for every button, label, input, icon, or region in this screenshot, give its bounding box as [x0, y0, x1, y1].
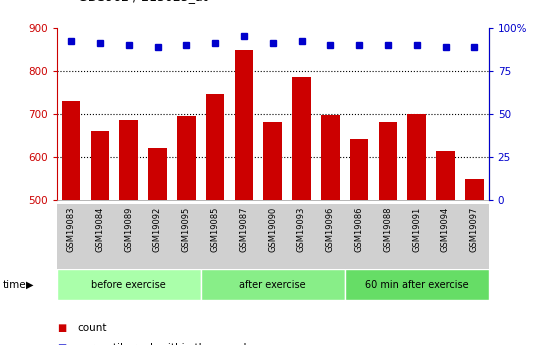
Text: percentile rank within the sample: percentile rank within the sample: [77, 344, 253, 345]
Bar: [465, 179, 484, 200]
Text: GSM19086: GSM19086: [355, 207, 363, 252]
Text: ▶: ▶: [26, 280, 33, 289]
Bar: [91, 131, 109, 200]
Text: GSM19083: GSM19083: [66, 207, 76, 252]
Bar: [206, 95, 225, 200]
Bar: [264, 122, 282, 200]
Text: time: time: [3, 280, 26, 289]
Text: ■: ■: [57, 323, 66, 333]
Text: after exercise: after exercise: [239, 280, 306, 289]
Bar: [379, 122, 397, 200]
Text: GSM19084: GSM19084: [96, 207, 104, 252]
Bar: [201, 269, 345, 300]
Text: GSM19089: GSM19089: [124, 207, 133, 252]
Bar: [350, 139, 368, 200]
Bar: [234, 50, 253, 200]
Text: ■: ■: [57, 344, 66, 345]
Bar: [292, 77, 311, 200]
Text: GDS962 / 213025_at: GDS962 / 213025_at: [78, 0, 208, 3]
Text: before exercise: before exercise: [91, 280, 166, 289]
Text: GSM19091: GSM19091: [412, 207, 421, 252]
Bar: [177, 116, 195, 200]
Text: GSM19097: GSM19097: [470, 207, 479, 252]
Bar: [119, 120, 138, 200]
Bar: [62, 101, 80, 200]
Text: GSM19087: GSM19087: [239, 207, 248, 252]
Text: 60 min after exercise: 60 min after exercise: [365, 280, 469, 289]
Bar: [321, 115, 340, 200]
Text: GSM19094: GSM19094: [441, 207, 450, 252]
Text: GSM19096: GSM19096: [326, 207, 335, 252]
Text: count: count: [77, 323, 107, 333]
Text: GSM19088: GSM19088: [383, 207, 393, 252]
Text: GSM19090: GSM19090: [268, 207, 277, 252]
Bar: [407, 114, 426, 200]
Text: GSM19085: GSM19085: [211, 207, 220, 252]
Bar: [436, 150, 455, 200]
Bar: [57, 269, 201, 300]
Text: GSM19095: GSM19095: [182, 207, 191, 252]
Text: GSM19092: GSM19092: [153, 207, 162, 252]
Bar: [345, 269, 489, 300]
Bar: [148, 148, 167, 200]
Text: GSM19093: GSM19093: [297, 207, 306, 252]
